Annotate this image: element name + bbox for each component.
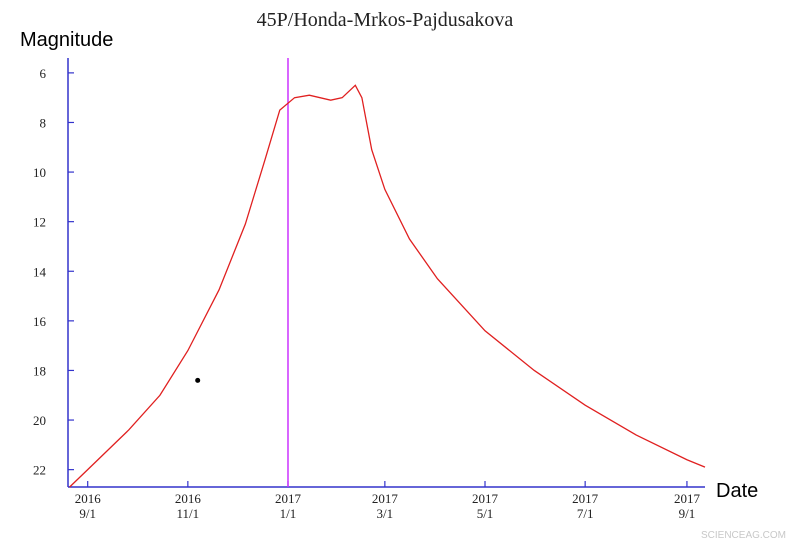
y-tick-label: 14 [33,264,47,279]
x-tick-label: 2017 3/1 [372,491,399,521]
y-tick-label: 18 [33,363,46,378]
x-tick-label: 2017 9/1 [674,491,701,521]
y-tick-label: 6 [40,66,47,81]
x-axis-label: Date [716,480,758,502]
y-tick-label: 12 [33,215,46,230]
magnitude-curve [69,84,706,488]
y-tick-label: 20 [33,413,46,428]
x-tick-label: 2016 9/1 [75,491,102,521]
y-axis-label: Magnitude [20,29,113,51]
x-tick-label: 2017 5/1 [472,491,499,521]
x-tick-label: 2017 7/1 [572,491,599,521]
y-tick-label: 22 [33,463,46,478]
watermark: SCIENCEAG.COM [701,530,786,541]
x-tick-label: 2016 11/1 [175,491,202,521]
x-tick-label: 2017 1/1 [275,491,302,521]
observation-point [195,377,201,383]
chart-title: 45P/Honda-Mrkos-Pajdusakova [257,9,514,31]
y-tick-label: 10 [33,165,46,180]
y-tick-label: 16 [33,314,47,329]
y-tick-label: 8 [40,115,47,130]
